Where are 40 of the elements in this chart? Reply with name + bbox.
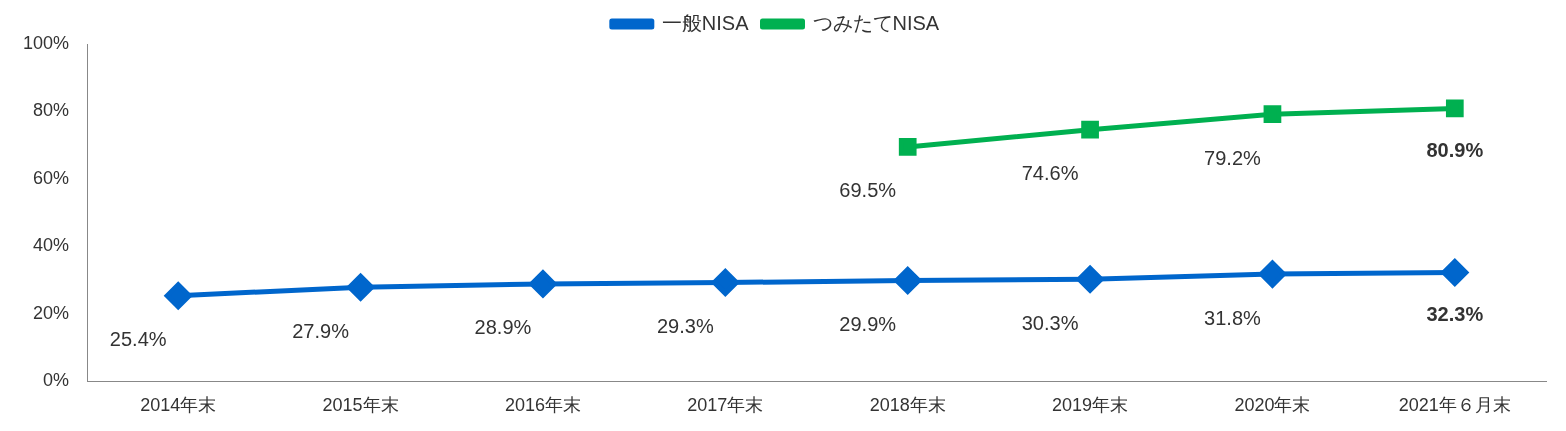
data-label: 29.3% — [656, 315, 714, 338]
data-label: 31.8% — [1204, 306, 1262, 329]
point — [1258, 260, 1286, 288]
x-tick-label: 2015年末 — [322, 395, 399, 416]
x-tick-label: 2021年６月末 — [1398, 395, 1511, 416]
point — [1076, 265, 1104, 293]
data-label: 32.3% — [1426, 302, 1484, 325]
y-tick-label: 40% — [33, 235, 70, 256]
point — [1445, 99, 1464, 118]
y-tick-label: 100% — [22, 32, 70, 53]
data-label: 74.6% — [1021, 162, 1079, 185]
point — [164, 282, 192, 310]
point — [894, 267, 922, 295]
x-tick-label: 2019年末 — [1052, 395, 1129, 416]
point — [711, 269, 739, 297]
y-tick-label: 80% — [33, 100, 70, 121]
point — [898, 138, 917, 156]
data-label: 29.9% — [839, 313, 897, 336]
point — [1081, 120, 1099, 139]
y-tick-label: 0% — [43, 370, 70, 391]
data-label: 79.2% — [1204, 146, 1262, 169]
point — [1441, 258, 1469, 286]
x-tick-label: 2018年末 — [869, 395, 946, 416]
y-tick-label: 20% — [33, 302, 70, 323]
x-tick-label: 2014年末 — [140, 395, 217, 416]
x-tick-label: 2016年末 — [504, 395, 581, 416]
x-tick-label: 2020年末 — [1234, 395, 1311, 416]
point — [1263, 105, 1282, 124]
point — [529, 270, 557, 298]
legend-label: つみたてNISA — [812, 11, 940, 34]
x-tick-label: 2017年末 — [687, 395, 764, 416]
data-label: 28.9% — [474, 316, 532, 339]
y-tick-label: 60% — [33, 167, 70, 188]
data-label: 25.4% — [109, 328, 167, 351]
data-label: 30.3% — [1021, 311, 1079, 334]
data-label: 69.5% — [839, 179, 897, 202]
data-label: 80.9% — [1426, 138, 1484, 161]
data-label: 27.9% — [292, 319, 350, 342]
point — [347, 273, 375, 301]
legend-label: 一般NISA — [661, 11, 750, 34]
